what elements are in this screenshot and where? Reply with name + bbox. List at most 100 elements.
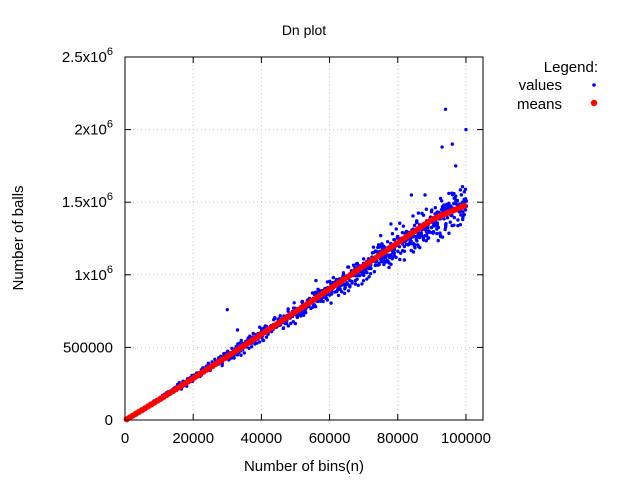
legend-title: Legend: <box>544 59 598 76</box>
values-point <box>459 213 463 217</box>
values-point <box>285 321 289 326</box>
values-outlier-point <box>464 127 468 132</box>
values-outlier-point <box>235 328 240 332</box>
values-point <box>417 235 422 240</box>
values-outlier-point <box>450 142 455 146</box>
values-point <box>424 207 429 211</box>
values-point <box>398 251 403 255</box>
values-point <box>447 191 451 196</box>
values-point <box>328 279 332 284</box>
values-point <box>431 230 436 234</box>
values-point <box>440 235 445 239</box>
values-point <box>336 293 341 298</box>
values-point <box>456 218 460 222</box>
values-outlier-point <box>423 193 427 197</box>
values-point <box>264 335 269 339</box>
values-point <box>452 191 456 196</box>
values-outlier-point <box>379 233 383 238</box>
values-outlier-point <box>454 164 458 168</box>
values-point <box>463 199 468 203</box>
values-point <box>390 257 394 261</box>
values-point <box>242 351 246 355</box>
values-point <box>230 346 234 351</box>
values-point <box>458 188 463 192</box>
values-point <box>462 190 467 194</box>
legend-entry-values-label: values <box>519 77 562 94</box>
values-point <box>429 209 434 214</box>
values-point <box>394 227 398 231</box>
values-point <box>300 300 304 304</box>
values-point <box>459 193 464 197</box>
values-point <box>368 271 373 276</box>
values-outlier-point <box>440 145 444 149</box>
values-point <box>356 283 360 287</box>
values-point <box>383 254 388 259</box>
legend-means-marker <box>590 99 598 107</box>
values-point <box>369 266 373 271</box>
values-point <box>281 326 286 330</box>
axis-ticks: 0 20000 40000 60000 80000 100000 0 500000 1x106 1… <box>62 46 491 447</box>
x-tick-label: 100000 <box>441 430 491 447</box>
values-point <box>313 304 318 309</box>
values-point <box>379 260 383 264</box>
values-point <box>394 255 398 260</box>
legend-entry-means-label: means <box>517 96 562 113</box>
values-point <box>249 345 254 349</box>
values-point <box>361 278 366 283</box>
values-point <box>436 238 440 243</box>
values-point <box>448 220 452 224</box>
values-point <box>316 299 320 304</box>
values-outlier-point <box>409 193 414 197</box>
values-point <box>402 258 407 262</box>
values-point <box>398 221 402 225</box>
x-tick-label: 0 <box>121 430 129 447</box>
values-point <box>232 356 236 360</box>
y-tick-label: 1.5x106 <box>62 191 113 211</box>
values-point <box>325 298 330 302</box>
values-point <box>447 201 451 205</box>
values-point <box>367 275 371 279</box>
values-point <box>421 236 425 241</box>
values-point <box>398 257 402 262</box>
values-point <box>375 249 380 254</box>
values-point <box>402 249 407 254</box>
y-tick-label: 1x106 <box>74 264 113 284</box>
values-point <box>255 341 259 345</box>
values-point <box>273 316 277 320</box>
values-point <box>293 321 298 326</box>
values-point <box>226 349 230 353</box>
values-point <box>362 271 366 275</box>
values-point <box>392 251 397 255</box>
values-point <box>447 231 451 235</box>
values-point <box>346 289 351 293</box>
values-point <box>409 239 413 243</box>
values-point <box>390 231 395 236</box>
grid-lines <box>125 56 483 420</box>
values-point <box>372 270 377 274</box>
values-point <box>342 291 347 296</box>
values-point <box>353 282 358 286</box>
values-point <box>386 253 390 257</box>
values-point <box>454 202 458 206</box>
y-tick-label: 2.5x106 <box>62 46 113 66</box>
values-point <box>257 340 262 344</box>
y-tick-label: 2x106 <box>74 119 113 139</box>
values-point <box>286 324 291 328</box>
x-tick-label: 40000 <box>241 430 283 447</box>
values-point <box>418 245 422 250</box>
values-point <box>380 242 384 246</box>
values-point <box>401 224 406 228</box>
values-point <box>292 301 296 305</box>
values-point <box>343 285 347 290</box>
values-point <box>365 270 369 275</box>
values-point <box>421 213 426 217</box>
values-outlier-point <box>225 307 229 312</box>
values-point <box>213 357 217 361</box>
values-point <box>412 223 417 228</box>
values-point <box>346 265 350 269</box>
values-point <box>442 217 446 221</box>
values-point <box>462 212 467 217</box>
values-point <box>438 231 442 235</box>
x-tick-label: 60000 <box>309 430 351 447</box>
